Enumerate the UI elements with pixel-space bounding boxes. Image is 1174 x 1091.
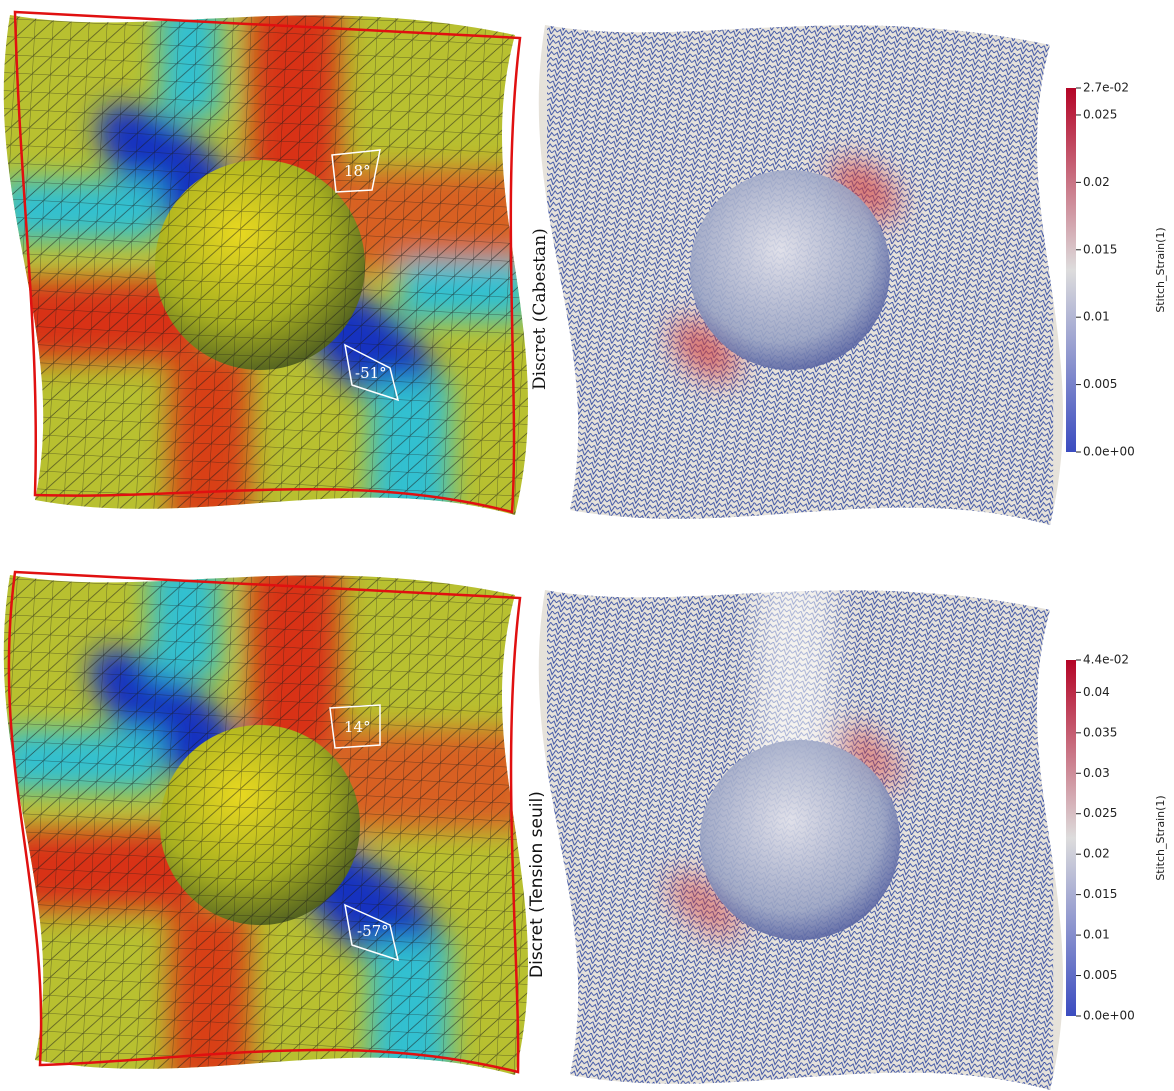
angle-box — [331, 149, 381, 193]
method-label: Discret (Tension seuil) — [527, 791, 547, 978]
strain-map — [538, 590, 1063, 1090]
angle-box — [344, 903, 400, 962]
panel: 14° -57° Discret (Tension seuil) Stitch_… — [3, 570, 1167, 1090]
tick-label: 0.01 — [1083, 310, 1110, 324]
tick-label: 0.0e+00 — [1083, 1009, 1135, 1023]
angle-box — [344, 343, 400, 402]
tick-label: 0.02 — [1083, 175, 1110, 189]
angle-label: 14° — [344, 718, 371, 736]
tick-label: 0.015 — [1083, 887, 1117, 901]
tick-label: 0.02 — [1083, 847, 1110, 861]
tick-label: 0.035 — [1083, 725, 1117, 739]
colorbar-title: Stitch_Strain(1) — [1154, 227, 1167, 312]
tick-label: 0.005 — [1083, 968, 1117, 982]
tick-label: 0.005 — [1083, 377, 1117, 391]
panel: 18° -51° Discret (Cabestan) Stitch_Strai… — [3, 10, 1167, 525]
tick-label: 0.025 — [1083, 107, 1117, 121]
reference-outline — [13, 10, 522, 514]
angle-label: -57° — [357, 922, 389, 940]
reference-outline — [7, 570, 522, 1074]
colorbar — [1066, 660, 1076, 1016]
strain-map — [538, 25, 1063, 525]
colorbar — [1066, 88, 1076, 452]
colorbar-title: Stitch_Strain(1) — [1154, 795, 1167, 880]
tick-label: 4.4e-02 — [1083, 653, 1129, 667]
angle-box — [329, 704, 381, 749]
tick-label: 0.0e+00 — [1083, 445, 1135, 459]
tick-label: 0.03 — [1083, 766, 1110, 780]
angle-label: 18° — [344, 162, 371, 180]
angle-label: -51° — [355, 364, 387, 382]
tick-label: 0.015 — [1083, 242, 1117, 256]
tick-label: 0.04 — [1083, 685, 1110, 699]
angle-map — [3, 575, 528, 1075]
method-label: Discret (Cabestan) — [530, 228, 550, 390]
tick-label: 0.025 — [1083, 806, 1117, 820]
tick-label: 2.7e-02 — [1083, 81, 1129, 95]
angle-map — [3, 15, 528, 515]
tick-label: 0.01 — [1083, 928, 1110, 942]
